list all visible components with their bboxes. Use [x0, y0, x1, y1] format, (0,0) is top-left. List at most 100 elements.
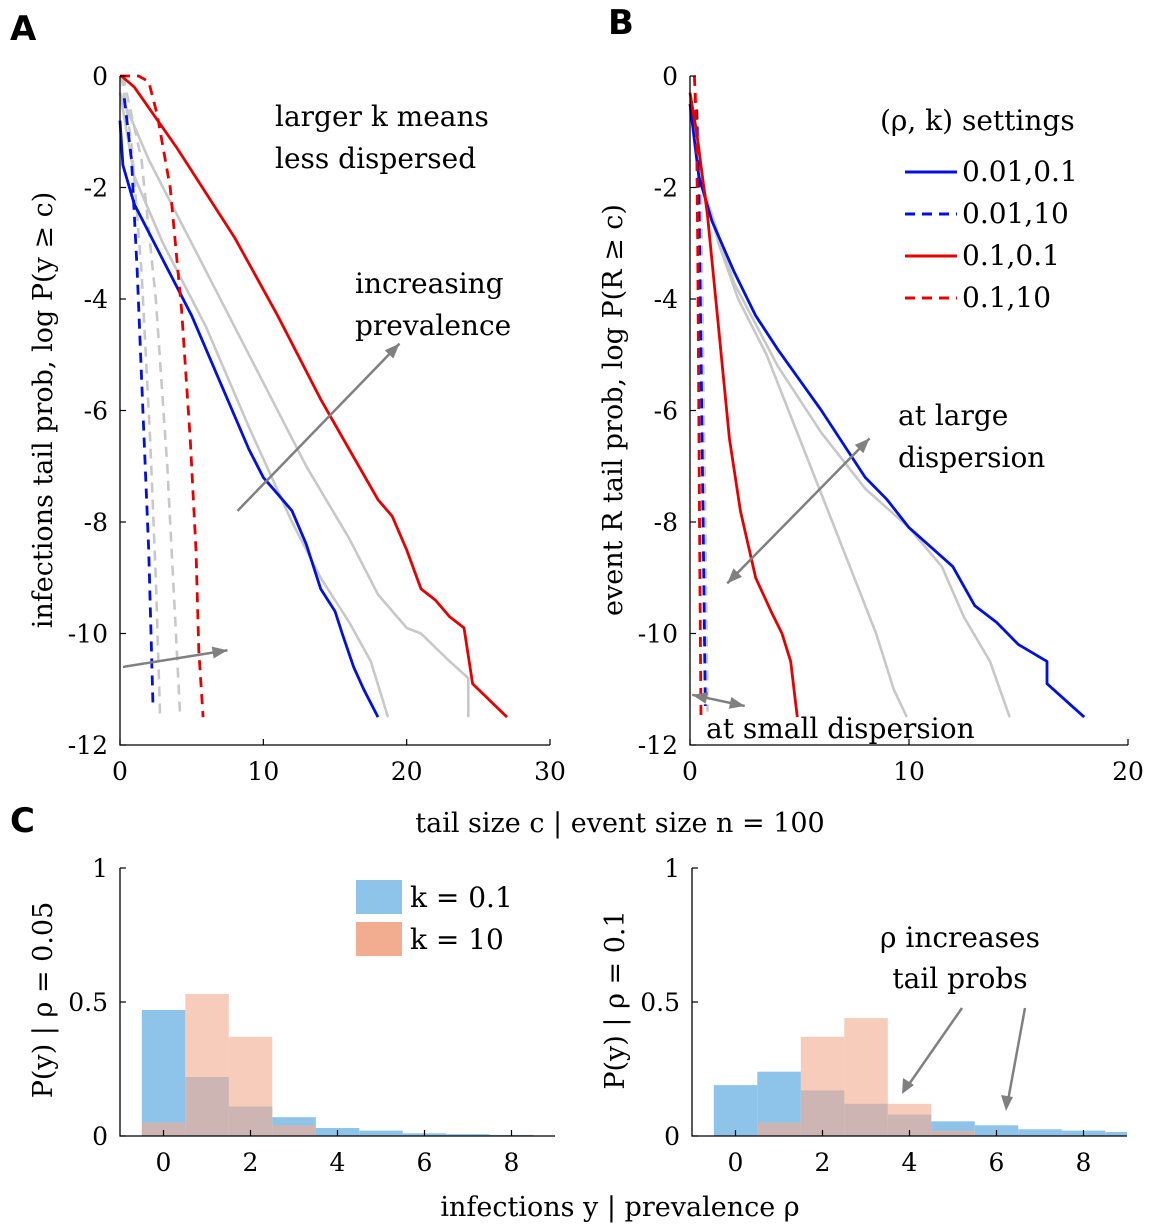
x-tick-label: 10: [247, 757, 279, 786]
arrowhead-tail-1: [902, 1078, 914, 1094]
panel-b-x-ticks: 0 10 20: [682, 739, 1144, 786]
y-tick-label: -6: [84, 397, 108, 426]
y-tick-label: 0.5: [68, 988, 108, 1017]
arrowhead: [384, 343, 400, 359]
legend-swatch-k10: [356, 922, 402, 956]
annotation-arrow: [726, 437, 871, 585]
panel-letter-c: C: [10, 801, 35, 841]
shared-xlabel-ab: tail size c | event size n = 100: [415, 808, 824, 839]
annotation-tail-probs: tail probs: [892, 962, 1027, 995]
y-tick-label: -6: [654, 397, 678, 426]
series-line-b-0: [688, 109, 908, 718]
y-tick-label: -10: [68, 620, 108, 649]
legend-entry-4: 0.1,10: [962, 281, 1051, 314]
series-line-a-1: [121, 75, 182, 718]
arrowhead: [728, 696, 745, 709]
x-tick-label: 30: [534, 757, 566, 786]
x-tick-label: 0: [728, 1148, 744, 1177]
series-line-a-7: [120, 74, 205, 718]
x-tick-label: 8: [1076, 1148, 1092, 1177]
bar-c2-s0: [713, 1085, 758, 1136]
legend-title: (ρ, k) settings: [880, 104, 1075, 137]
annotation-larger-k: larger k means: [275, 100, 489, 133]
panel-c-left-y-ticks: 00.51: [68, 854, 126, 1151]
legend-entry-1: 0.01,0.1: [962, 155, 1078, 188]
x-tick-label: 0: [112, 757, 128, 786]
panel-letter-a: A: [10, 9, 37, 49]
y-tick-label: -8: [654, 508, 678, 537]
x-tick-label: 0: [682, 757, 698, 786]
x-tick-label: 8: [504, 1148, 520, 1177]
y-tick-label: 1: [664, 854, 680, 883]
series-line-a-3: [118, 92, 470, 718]
arrowhead-tail-2: [1001, 1095, 1013, 1111]
annotation-arrow: [122, 648, 228, 669]
y-tick-label: 0: [92, 62, 108, 91]
y-tick-label: -2: [654, 174, 678, 203]
y-tick-label: -10: [638, 620, 678, 649]
bar-c2-s0: [1105, 1132, 1128, 1136]
arrow-tail-1: [903, 1007, 964, 1091]
y-tick-label: -2: [84, 174, 108, 203]
series-line-a-6: [120, 74, 508, 719]
panel-a-plot: [118, 74, 508, 719]
panel-letter-b: B: [608, 3, 634, 43]
series-line-b-5: [688, 92, 799, 718]
arrow-tail-2: [1005, 1007, 1027, 1107]
panel-a-chart: 0 -2 -4 -6 -8 -10 -12 0 10 20 30 infections tail …: [28, 62, 566, 786]
y-tick-label: -4: [654, 285, 678, 314]
bar-c2-s1: [800, 1036, 845, 1136]
x-tick-label: 4: [330, 1148, 346, 1177]
y-tick-label: 0.5: [640, 988, 680, 1017]
bar-c1-s0: [359, 1130, 403, 1136]
panel-b-y-ticks: 0 -2 -4 -6 -8 -10 -12: [638, 62, 696, 760]
arrowhead: [211, 646, 228, 659]
bar-c1-s1: [141, 1122, 186, 1136]
y-tick-label: 0: [662, 62, 678, 91]
bar-c2-s1: [931, 1130, 975, 1136]
panel-c-left-plot: [141, 994, 556, 1136]
bar-c1-s0: [446, 1134, 490, 1136]
arrowhead: [692, 692, 709, 704]
panel-b-chart: 0 -2 -4 -6 -8 -10 -12 0 10 20 event R tail prob,…: [598, 62, 1144, 786]
bar-c1-s1: [228, 1036, 273, 1136]
y-tick-label: -12: [68, 731, 108, 760]
legend-entry-2: 0.01,10: [962, 197, 1069, 230]
annotation-less-dispersed: less dispersed: [275, 142, 476, 175]
series-line-a-2: [118, 92, 390, 718]
x-tick-label: 20: [1112, 757, 1144, 786]
panel-b-legend: (ρ, k) settings 0.01,0.1 0.01,10 0.1,0.1…: [880, 104, 1078, 314]
series-line-b-2: [695, 92, 709, 712]
legend-k01: k = 0.1: [410, 881, 513, 914]
x-tick-label: 2: [815, 1148, 831, 1177]
series-line-a-0: [120, 75, 162, 718]
y-tick-label: 0: [92, 1122, 108, 1151]
y-tick-label: 1: [92, 854, 108, 883]
arrowhead: [854, 438, 870, 454]
legend-entry-3: 0.1,0.1: [962, 239, 1060, 272]
panel-a-x-ticks: 0 10 20 30: [112, 739, 566, 786]
series-line-a-5: [122, 98, 155, 707]
x-tick-label: 6: [417, 1148, 433, 1177]
annotation-dispersion: dispersion: [898, 441, 1045, 474]
series-line-b-3: [688, 103, 1086, 719]
y-tick-label: -4: [84, 285, 108, 314]
panel-a-ylabel: infections tail prob, log P(y ≥ c): [28, 192, 59, 629]
annotation-increasing: increasing: [355, 267, 504, 300]
annotation-at-large: at large: [898, 399, 1008, 432]
panel-c-right-y-ticks: 00.51: [640, 854, 698, 1151]
panel-c-legend: k = 0.1 k = 10: [356, 880, 513, 956]
panel-a-y-ticks: 0 -2 -4 -6 -8 -10 -12: [68, 62, 126, 760]
panel-c-right-plot: [713, 1018, 1128, 1136]
y-tick-label: -8: [84, 508, 108, 537]
annotation-prevalence: prevalence: [355, 309, 511, 342]
bar-c2-s0: [1018, 1129, 1062, 1136]
annotation-arrow: [236, 342, 401, 512]
bar-c1-s0: [141, 1010, 186, 1136]
panel-c-left-x-ticks: 0 2 4 6 8: [156, 1130, 520, 1177]
bar-c2-s1: [757, 1122, 801, 1136]
panel-c-left-ylabel: P(y) | ρ = 0.05: [28, 902, 59, 1099]
